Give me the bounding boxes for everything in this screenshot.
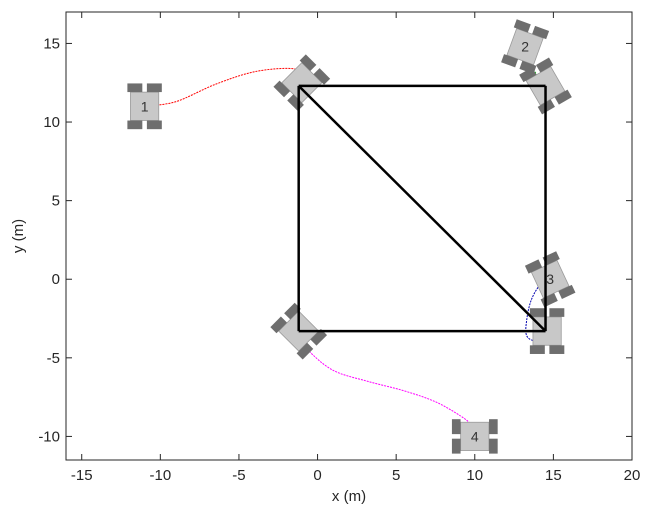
robot-wheel — [513, 19, 531, 33]
robot-4-initial: 4 — [451, 419, 498, 454]
robot-body — [130, 91, 160, 121]
robot-2-initial: 2 — [501, 19, 550, 74]
robot-wheel — [519, 60, 537, 74]
robot-body — [530, 259, 570, 299]
robot-wheel — [554, 89, 572, 105]
robot-wheel — [127, 120, 143, 130]
robot-wheel — [501, 54, 519, 68]
robot-wheel — [146, 120, 162, 130]
y-axis-label: y (m) — [10, 219, 27, 253]
robot-wheel — [273, 80, 291, 98]
formation-layer — [297, 84, 547, 333]
tick-layer: -15 -10 -5 0 5 10 15 20 -10 -5 0 5 10 15 — [38, 12, 640, 484]
x-tick-label: 15 — [545, 467, 562, 484]
formation-edge — [297, 84, 547, 332]
robot-wheel — [524, 259, 543, 274]
robot-wheel — [489, 419, 498, 435]
robot-body — [506, 27, 544, 66]
robot-wheel — [529, 345, 545, 354]
x-tick-label: -10 — [149, 467, 171, 484]
y-tick-label: 5 — [52, 193, 60, 210]
robot-number-label: 4 — [471, 428, 479, 444]
x-tick-label: -5 — [232, 467, 245, 484]
axes-box — [65, 11, 633, 461]
y-tick-label: 10 — [43, 114, 60, 131]
y-tick-label: 0 — [52, 271, 60, 288]
x-tick-label: 20 — [624, 467, 641, 484]
robot-1-initial: 1 — [127, 83, 162, 130]
y-tick-label: 15 — [43, 35, 60, 52]
robot-wheel — [532, 25, 550, 40]
robot-wheel — [542, 251, 560, 266]
y-tick-label: -10 — [38, 428, 60, 445]
robot-1-final — [273, 54, 331, 112]
x-tick-label: 5 — [392, 467, 400, 484]
robot-wheel — [549, 308, 565, 317]
robot-wheel — [270, 316, 288, 334]
robot-wheel — [296, 342, 314, 360]
robot-number-label: 3 — [546, 271, 554, 287]
robot-body — [281, 62, 323, 104]
robot-3-initial: 3 — [524, 251, 576, 308]
y-tick-label: -5 — [47, 350, 60, 367]
x-axis-label: x (m) — [332, 488, 366, 505]
robot-wheel — [529, 308, 545, 317]
robot-wheel — [489, 438, 498, 454]
x-tick-label: 10 — [466, 467, 483, 484]
robot-wheel — [313, 68, 331, 85]
robot-wheel — [451, 438, 461, 454]
robot-wheel — [146, 83, 162, 93]
robot-wheel — [299, 54, 317, 72]
x-tick-label: -15 — [71, 467, 93, 484]
robot-number-label: 1 — [141, 98, 149, 114]
robot-body — [460, 421, 490, 451]
robot-wheel — [284, 302, 301, 320]
robot-wheel — [549, 345, 565, 354]
robot-wheel — [536, 57, 554, 73]
x-tick-label: 0 — [313, 467, 321, 484]
robot-wheel — [127, 83, 143, 93]
robot-wheel — [558, 284, 576, 299]
robot-wheel — [451, 419, 461, 435]
robot-wheel — [310, 328, 328, 346]
robot-layer: 1 2 3 4 — [127, 19, 576, 454]
robot-number-label: 2 — [521, 39, 529, 55]
